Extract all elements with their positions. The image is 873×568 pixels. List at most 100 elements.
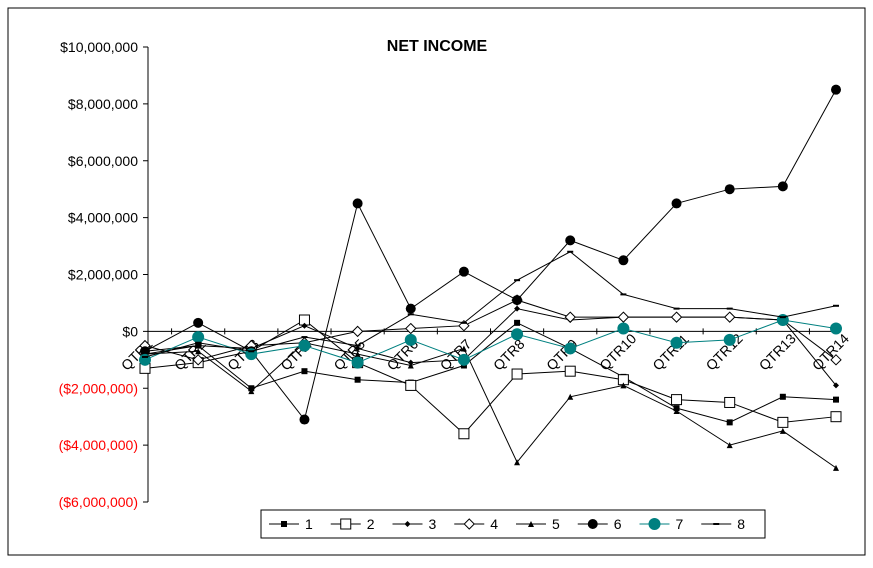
data-point-series-6	[140, 346, 150, 357]
data-point-series-3	[195, 342, 202, 349]
legend-label: 5	[552, 516, 560, 532]
series-6	[140, 84, 841, 425]
data-point-series-3	[301, 322, 308, 329]
data-point-series-7	[670, 336, 683, 349]
data-point-series-2	[671, 394, 683, 406]
data-point-series-2	[405, 379, 417, 391]
legend-item-8: 8	[701, 516, 745, 532]
data-point-series-6	[671, 198, 682, 209]
legend-item-3: 3	[392, 516, 437, 532]
data-point-series-3	[514, 305, 521, 312]
data-point-series-3	[833, 382, 839, 389]
data-point-series-4	[564, 311, 576, 323]
data-point-series-1	[354, 376, 361, 383]
data-point-series-6	[458, 266, 469, 277]
data-point-series-5	[195, 348, 202, 355]
data-point-series-1	[301, 368, 308, 375]
data-point-series-2	[830, 411, 842, 423]
data-point-series-2	[564, 365, 576, 377]
data-point-series-1	[514, 319, 521, 326]
data-point-series-7	[723, 333, 736, 346]
legend-marker	[587, 519, 598, 529]
legend-item-4: 4	[454, 516, 498, 532]
data-point-series-5	[726, 442, 733, 449]
x-tick-label: QTR8	[490, 336, 528, 374]
x-tick-label: QTR14	[809, 330, 852, 373]
legend-item-2: 2	[330, 516, 375, 532]
legend-marker	[463, 518, 475, 530]
data-point-series-4	[405, 322, 417, 335]
chart-border	[7, 7, 866, 556]
legend-label: 4	[490, 516, 498, 532]
data-point-series-1	[726, 419, 733, 426]
legend-marker	[340, 518, 352, 530]
data-point-series-2	[777, 416, 789, 428]
data-point-series-6	[777, 181, 788, 192]
data-point-series-6	[565, 235, 576, 246]
data-point-series-5	[354, 351, 361, 358]
data-point-series-6	[724, 184, 735, 195]
legend-marker	[404, 521, 411, 527]
legend-label: 7	[676, 516, 684, 532]
x-tick-label: QTR13	[756, 330, 799, 373]
data-point-series-6	[193, 317, 204, 328]
data-point-series-1	[779, 393, 786, 400]
y-tick-label: ($6,000,000)	[59, 494, 138, 510]
data-point-series-7	[830, 322, 842, 335]
data-point-series-5	[460, 345, 467, 352]
data-point-series-5	[407, 362, 414, 369]
data-point-series-4	[351, 325, 364, 338]
data-point-series-6	[405, 303, 416, 314]
series-layer	[139, 84, 842, 471]
data-point-series-2	[511, 368, 523, 380]
data-point-series-7	[617, 322, 630, 335]
data-point-series-7	[351, 356, 364, 369]
chart-title: NET INCOME	[387, 38, 488, 55]
data-point-series-4	[723, 311, 736, 323]
data-point-series-6	[831, 84, 841, 95]
data-point-series-2	[458, 428, 470, 440]
data-point-series-5	[673, 408, 680, 414]
data-point-series-4	[670, 311, 683, 323]
data-point-series-7	[564, 342, 577, 355]
legend-marker	[648, 518, 661, 530]
data-point-series-6	[512, 295, 523, 306]
data-point-series-5	[248, 388, 255, 395]
legend-item-5: 5	[516, 516, 560, 532]
data-point-series-5	[567, 393, 574, 400]
y-tick-label: $4,000,000	[68, 210, 138, 226]
series-line-2	[144, 319, 837, 435]
y-tick-label: ($4,000,000)	[59, 437, 138, 453]
data-point-series-4	[192, 354, 204, 366]
data-point-series-1	[833, 396, 839, 403]
series-2	[139, 314, 842, 440]
legend: 1 2 3 4 5 6 7 8	[260, 509, 766, 539]
legend-item-7: 7	[639, 516, 684, 532]
series-line-5	[144, 342, 837, 469]
legend-marker	[281, 521, 287, 527]
data-point-series-5	[833, 464, 839, 471]
series-line-6	[144, 89, 837, 421]
y-tick-label: $8,000,000	[68, 96, 138, 112]
data-point-series-5	[620, 382, 627, 389]
data-point-series-6	[299, 414, 310, 425]
data-point-series-7	[404, 333, 417, 346]
series-line-7	[144, 319, 837, 364]
axes: $10,000,000 $8,000,000 $6,000,000 $4,000,00…	[59, 39, 853, 510]
legend-item-1: 1	[269, 516, 313, 532]
legend-item-6: 6	[577, 516, 622, 532]
legend-label: 3	[429, 516, 437, 532]
data-point-series-7	[298, 339, 311, 352]
legend-marker	[528, 521, 534, 527]
y-tick-label: $0	[122, 323, 138, 339]
y-tick-label: $2,000,000	[68, 267, 138, 283]
data-point-series-3	[354, 345, 361, 352]
series-line-4	[144, 299, 837, 361]
data-point-series-6	[618, 255, 629, 266]
legend-label: 1	[305, 516, 313, 532]
data-point-series-7	[457, 353, 470, 366]
series-line-8	[144, 251, 837, 358]
legend-label: 6	[614, 516, 622, 532]
